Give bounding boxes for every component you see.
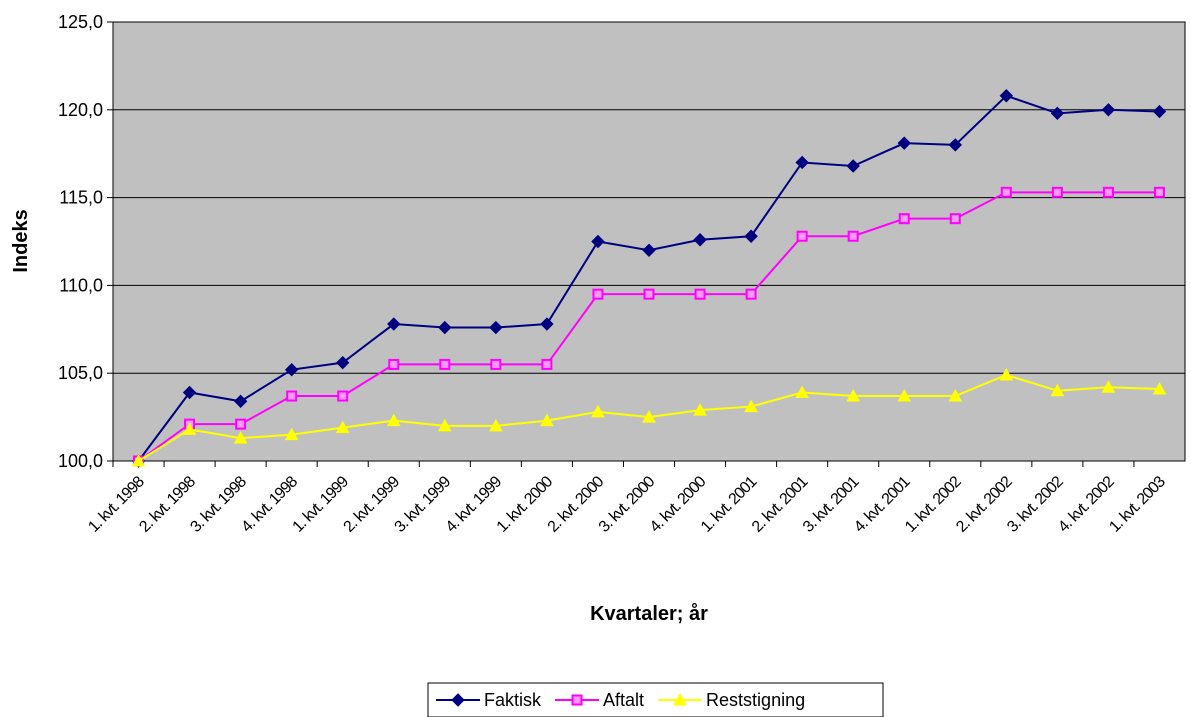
data-point	[1102, 186, 1114, 198]
legend-marker	[571, 694, 583, 706]
data-point	[235, 418, 247, 430]
data-point	[182, 385, 197, 400]
data-point	[796, 230, 808, 242]
y-tick-label: 110,0	[59, 275, 103, 295]
y-tick-label: 105,0	[58, 363, 103, 383]
data-point	[592, 288, 604, 300]
data-point	[948, 388, 963, 402]
legend-box	[427, 682, 884, 717]
y-tick-label: 120,0	[58, 100, 103, 120]
data-point	[897, 388, 912, 402]
plot-area	[113, 22, 1185, 461]
data-point	[1153, 186, 1165, 198]
data-point	[286, 390, 298, 402]
legend-label: Faktisk	[484, 690, 542, 710]
plot-border	[112, 21, 1186, 462]
data-point	[388, 358, 400, 370]
data-point	[795, 385, 809, 399]
data-point	[1050, 383, 1065, 397]
legend: Faktisk Aftalt Reststigning	[427, 682, 884, 717]
data-point	[233, 394, 248, 409]
data-point	[1152, 381, 1167, 395]
data-point	[439, 358, 451, 370]
data-point	[386, 413, 401, 427]
data-point	[795, 155, 809, 170]
data-point	[846, 159, 860, 173]
data-point	[642, 410, 656, 423]
legend-label: Aftalt	[603, 690, 644, 710]
x-axis-label: Kvartaler; år	[590, 602, 708, 625]
data-point	[949, 213, 961, 225]
data-point	[643, 288, 655, 300]
data-point	[744, 399, 758, 413]
data-point	[1152, 104, 1167, 119]
data-point	[1000, 186, 1012, 198]
y-tick-label: 115,0	[59, 188, 103, 208]
data-point	[336, 355, 350, 370]
data-point	[897, 136, 911, 150]
data-point	[745, 288, 757, 300]
legend-marker	[673, 692, 687, 706]
data-point	[540, 413, 554, 427]
legend-marker	[451, 693, 465, 707]
data-point	[233, 431, 248, 444]
data-point	[1050, 106, 1065, 121]
data-point	[337, 390, 349, 402]
data-point	[437, 418, 452, 432]
data-point	[182, 422, 197, 435]
data-point	[540, 317, 554, 331]
data-point	[387, 317, 401, 331]
y-tick-label: 125,0	[58, 12, 103, 32]
x-tick-label: 1. kvt. 2003	[1106, 473, 1169, 536]
data-point	[693, 233, 707, 247]
data-point	[541, 358, 553, 370]
legend-label: Reststigning	[706, 690, 805, 710]
data-point	[948, 138, 962, 152]
data-point	[744, 229, 758, 243]
y-tick-label: 100,0	[58, 451, 103, 471]
data-point	[693, 403, 707, 416]
data-point	[591, 234, 605, 249]
data-point	[846, 388, 861, 402]
data-point	[999, 89, 1014, 103]
data-point	[1101, 103, 1116, 117]
data-point	[284, 427, 299, 441]
data-point	[1051, 186, 1063, 198]
data-point	[1101, 380, 1116, 393]
data-point	[131, 453, 146, 467]
data-point	[335, 420, 350, 434]
data-point	[694, 288, 706, 300]
data-point	[642, 243, 656, 257]
data-point	[898, 213, 910, 225]
data-point	[284, 362, 299, 377]
data-point	[999, 367, 1014, 381]
data-point	[489, 320, 503, 335]
data-point	[489, 418, 503, 432]
y-axis-label: Indeks	[10, 209, 32, 272]
data-point	[490, 358, 502, 370]
data-point	[847, 230, 859, 242]
data-point	[591, 404, 605, 418]
data-point	[438, 320, 452, 335]
